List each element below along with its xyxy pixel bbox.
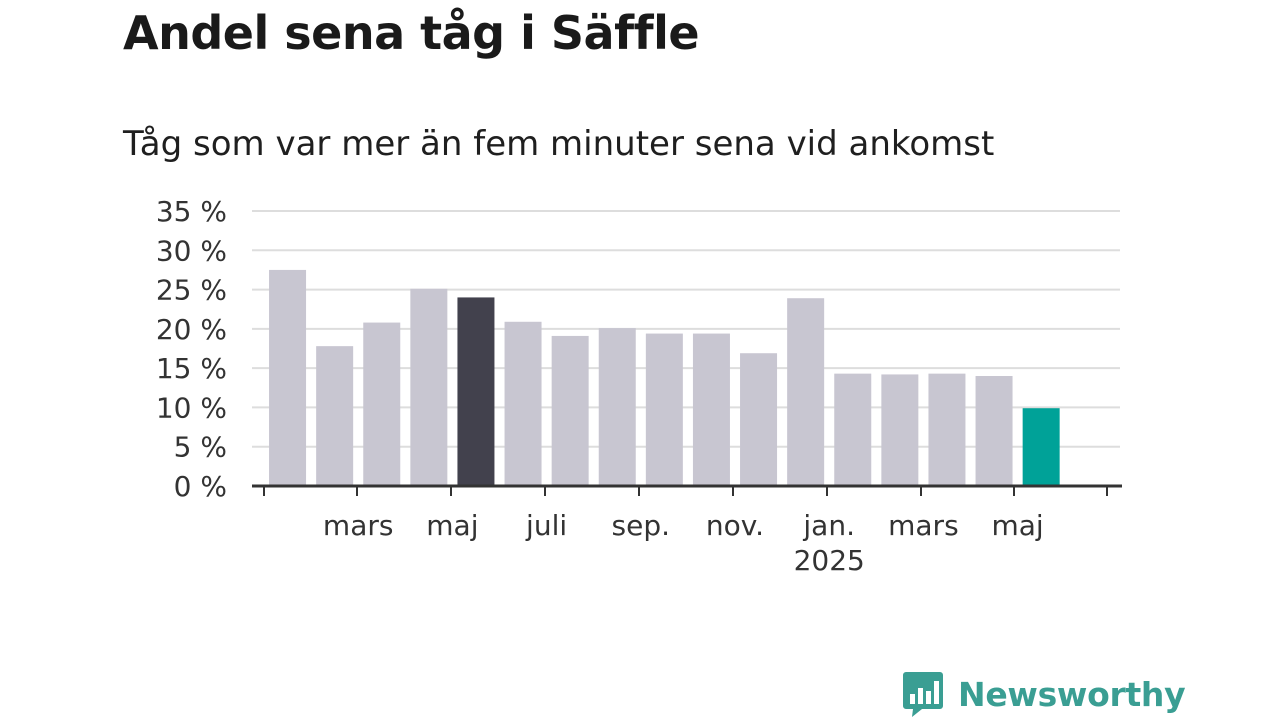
bar-2025-01 <box>787 298 825 486</box>
brand-name: Newsworthy <box>958 674 1186 714</box>
chart-subtitle: Tåg som var mer än fem minuter sena vid … <box>123 124 995 164</box>
x-tick-label: mars <box>888 509 959 542</box>
x-tick-label: sep. <box>612 509 671 542</box>
x-tick-label: maj <box>426 509 478 542</box>
x-tick-label: maj <box>991 509 1043 542</box>
x-tick-sublabel: 2025 <box>794 544 865 577</box>
bar-2024-08 <box>551 335 589 486</box>
bar-2024-05 <box>410 288 448 486</box>
bar-2025-02 <box>834 373 872 486</box>
bar-2024-10 <box>645 333 683 486</box>
y-tick-label: 30 % <box>156 234 227 267</box>
bar-chart-speech-bubble-icon <box>903 672 943 717</box>
bar-2025-04 <box>928 373 966 486</box>
bar-2025-05 <box>975 376 1013 486</box>
bar-2024-11 <box>692 333 730 486</box>
x-tick-label: mars <box>323 509 394 542</box>
x-tick-label: jan. <box>802 509 855 542</box>
y-tick-label: 15 % <box>156 352 227 385</box>
bar-2024-09 <box>598 328 636 486</box>
bar-2024-12 <box>740 353 778 486</box>
y-tick-label: 10 % <box>156 391 227 424</box>
bar-2024-04 <box>363 322 401 486</box>
y-axis-labels: 0 % 5 % 10 % 15 % 20 % 25 % 30 % 35 % <box>156 195 227 503</box>
bar-2024-03 <box>316 346 354 486</box>
y-tick-label: 5 % <box>174 431 227 464</box>
bars <box>269 269 1060 486</box>
y-tick-label: 20 % <box>156 313 227 346</box>
bar-2024-02 <box>269 269 307 486</box>
x-axis <box>252 484 1122 496</box>
x-tick-label: juli <box>525 509 567 542</box>
bar-2025-06 <box>1022 408 1060 486</box>
y-tick-label: 25 % <box>156 274 227 307</box>
bar-2024-06 <box>457 297 495 486</box>
bar-2024-07 <box>504 321 542 486</box>
brand-logo: Newsworthy <box>902 670 1186 718</box>
bar-2025-03 <box>881 374 919 486</box>
y-tick-label: 35 % <box>156 195 227 228</box>
chart-title: Andel sena tåg i Säffle <box>123 6 700 60</box>
y-tick-label: 0 % <box>174 470 227 503</box>
x-tick-label: nov. <box>706 509 764 542</box>
